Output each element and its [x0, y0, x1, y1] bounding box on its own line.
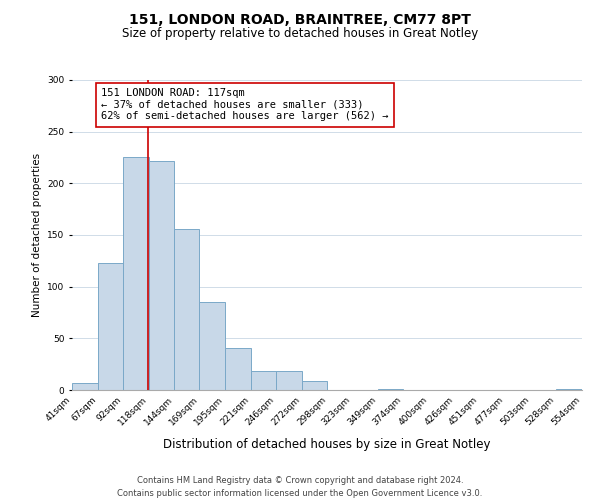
- Text: Contains HM Land Registry data © Crown copyright and database right 2024.: Contains HM Land Registry data © Crown c…: [137, 476, 463, 485]
- Text: 151, LONDON ROAD, BRAINTREE, CM77 8PT: 151, LONDON ROAD, BRAINTREE, CM77 8PT: [129, 12, 471, 26]
- Y-axis label: Number of detached properties: Number of detached properties: [32, 153, 41, 317]
- Bar: [199, 302, 225, 390]
- Bar: [302, 380, 328, 390]
- Bar: [251, 372, 276, 390]
- Text: 151 LONDON ROAD: 117sqm
← 37% of detached houses are smaller (333)
62% of semi-d: 151 LONDON ROAD: 117sqm ← 37% of detache…: [101, 88, 388, 122]
- Bar: [378, 389, 403, 390]
- Text: Size of property relative to detached houses in Great Notley: Size of property relative to detached ho…: [122, 28, 478, 40]
- Text: Contains public sector information licensed under the Open Government Licence v3: Contains public sector information licen…: [118, 489, 482, 498]
- X-axis label: Distribution of detached houses by size in Great Notley: Distribution of detached houses by size …: [163, 438, 491, 451]
- Bar: [98, 263, 123, 390]
- Bar: [123, 158, 149, 390]
- Bar: [225, 348, 251, 390]
- Bar: [276, 372, 302, 390]
- Bar: [175, 229, 199, 390]
- Bar: [556, 389, 582, 390]
- Bar: [149, 160, 175, 390]
- Bar: [72, 383, 98, 390]
